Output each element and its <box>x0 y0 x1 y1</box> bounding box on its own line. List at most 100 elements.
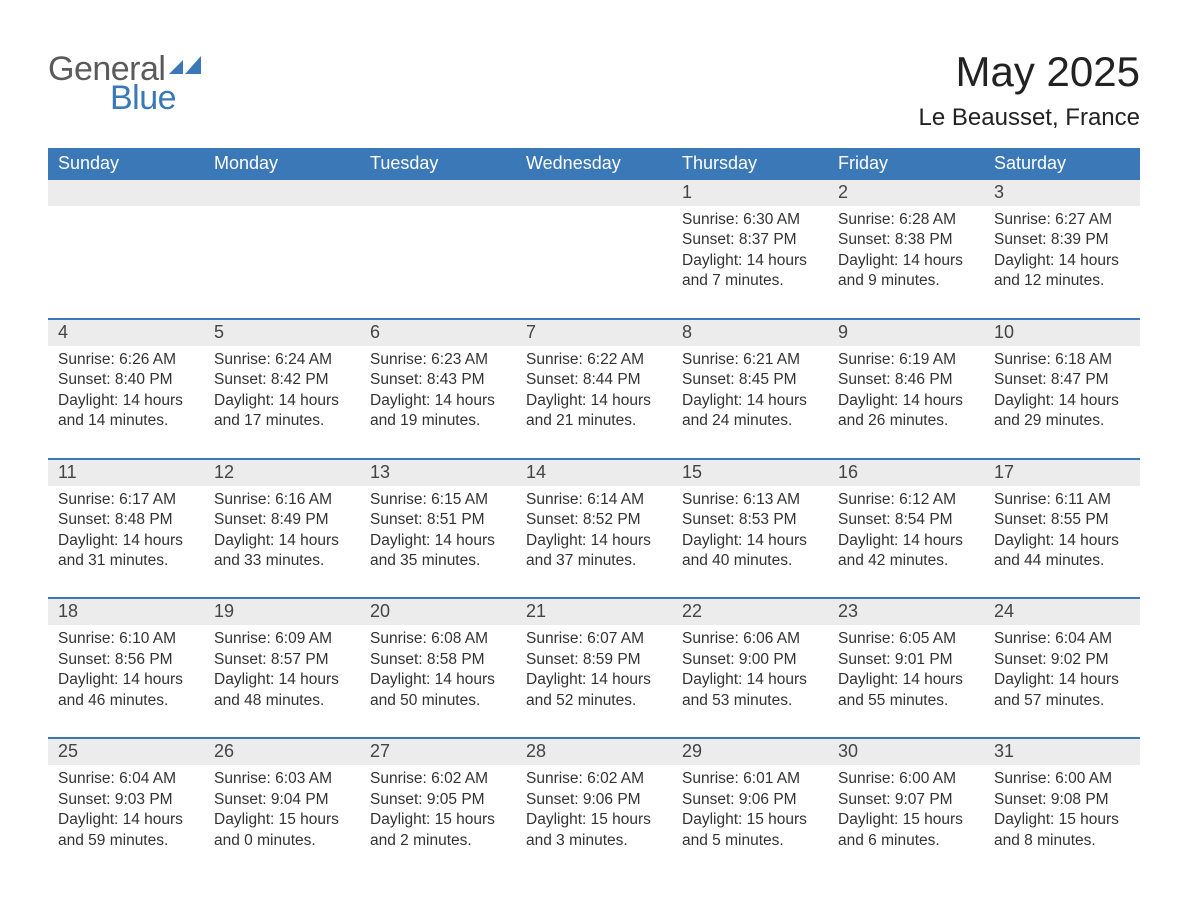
day-cell: Sunrise: 6:17 AMSunset: 8:48 PMDaylight:… <box>48 486 204 598</box>
sunset-text: Sunset: 8:58 PM <box>370 650 506 670</box>
sunset-text: Sunset: 8:42 PM <box>214 370 350 390</box>
sunset-text: Sunset: 8:45 PM <box>682 370 818 390</box>
sunrise-text: Sunrise: 6:28 AM <box>838 210 974 230</box>
day-cell: Sunrise: 6:08 AMSunset: 8:58 PMDaylight:… <box>360 625 516 737</box>
day-cell: Sunrise: 6:30 AMSunset: 8:37 PMDaylight:… <box>672 206 828 318</box>
day-cell: Sunrise: 6:24 AMSunset: 8:42 PMDaylight:… <box>204 346 360 458</box>
daylight-text: Daylight: 14 hours and 59 minutes. <box>58 810 194 851</box>
day-number: 18 <box>48 599 204 625</box>
sunrise-text: Sunrise: 6:17 AM <box>58 490 194 510</box>
day-number: 7 <box>516 320 672 346</box>
sunrise-text: Sunrise: 6:00 AM <box>994 769 1130 789</box>
sunrise-text: Sunrise: 6:06 AM <box>682 629 818 649</box>
sunrise-text: Sunrise: 6:00 AM <box>838 769 974 789</box>
daylight-text: Daylight: 14 hours and 7 minutes. <box>682 251 818 292</box>
week-content-row: Sunrise: 6:30 AMSunset: 8:37 PMDaylight:… <box>48 206 1140 318</box>
daylight-text: Daylight: 14 hours and 19 minutes. <box>370 391 506 432</box>
day-number: 14 <box>516 460 672 486</box>
sunrise-text: Sunrise: 6:26 AM <box>58 350 194 370</box>
daylight-text: Daylight: 14 hours and 55 minutes. <box>838 670 974 711</box>
daylight-text: Daylight: 15 hours and 2 minutes. <box>370 810 506 851</box>
day-number: 2 <box>828 180 984 206</box>
sunrise-text: Sunrise: 6:04 AM <box>58 769 194 789</box>
sunset-text: Sunset: 8:52 PM <box>526 510 662 530</box>
day-header: Thursday <box>672 148 828 180</box>
week-content-row: Sunrise: 6:10 AMSunset: 8:56 PMDaylight:… <box>48 625 1140 737</box>
logo-text-blue: Blue <box>110 79 203 118</box>
sunset-text: Sunset: 8:55 PM <box>994 510 1130 530</box>
day-cell: Sunrise: 6:18 AMSunset: 8:47 PMDaylight:… <box>984 346 1140 458</box>
day-cell: Sunrise: 6:03 AMSunset: 9:04 PMDaylight:… <box>204 765 360 861</box>
day-cell: Sunrise: 6:21 AMSunset: 8:45 PMDaylight:… <box>672 346 828 458</box>
day-number: 16 <box>828 460 984 486</box>
logo: General Blue <box>48 30 203 118</box>
daylight-text: Daylight: 14 hours and 35 minutes. <box>370 531 506 572</box>
day-cell: Sunrise: 6:28 AMSunset: 8:38 PMDaylight:… <box>828 206 984 318</box>
sunset-text: Sunset: 8:56 PM <box>58 650 194 670</box>
sunrise-text: Sunrise: 6:22 AM <box>526 350 662 370</box>
sunrise-text: Sunrise: 6:11 AM <box>994 490 1130 510</box>
daylight-text: Daylight: 14 hours and 12 minutes. <box>994 251 1130 292</box>
day-number: 25 <box>48 739 204 765</box>
sunset-text: Sunset: 8:38 PM <box>838 230 974 250</box>
day-number: 30 <box>828 739 984 765</box>
day-number: 12 <box>204 460 360 486</box>
day-number: 10 <box>984 320 1140 346</box>
sunset-text: Sunset: 9:02 PM <box>994 650 1130 670</box>
sunrise-text: Sunrise: 6:27 AM <box>994 210 1130 230</box>
day-cell <box>516 206 672 318</box>
day-cell: Sunrise: 6:13 AMSunset: 8:53 PMDaylight:… <box>672 486 828 598</box>
daylight-text: Daylight: 15 hours and 5 minutes. <box>682 810 818 851</box>
day-cell: Sunrise: 6:26 AMSunset: 8:40 PMDaylight:… <box>48 346 204 458</box>
sunset-text: Sunset: 8:43 PM <box>370 370 506 390</box>
day-number: 6 <box>360 320 516 346</box>
calendar: Sunday Monday Tuesday Wednesday Thursday… <box>48 148 1140 861</box>
sunset-text: Sunset: 8:39 PM <box>994 230 1130 250</box>
daylight-text: Daylight: 14 hours and 17 minutes. <box>214 391 350 432</box>
sunset-text: Sunset: 8:53 PM <box>682 510 818 530</box>
daylight-text: Daylight: 14 hours and 42 minutes. <box>838 531 974 572</box>
week-content-row: Sunrise: 6:17 AMSunset: 8:48 PMDaylight:… <box>48 486 1140 598</box>
day-cell: Sunrise: 6:04 AMSunset: 9:02 PMDaylight:… <box>984 625 1140 737</box>
day-cell <box>360 206 516 318</box>
day-number: 22 <box>672 599 828 625</box>
day-cell: Sunrise: 6:04 AMSunset: 9:03 PMDaylight:… <box>48 765 204 861</box>
sunrise-text: Sunrise: 6:02 AM <box>370 769 506 789</box>
day-header: Saturday <box>984 148 1140 180</box>
daynum-row: 18192021222324 <box>48 597 1140 625</box>
sunset-text: Sunset: 9:03 PM <box>58 790 194 810</box>
day-number: 5 <box>204 320 360 346</box>
day-cell: Sunrise: 6:11 AMSunset: 8:55 PMDaylight:… <box>984 486 1140 598</box>
sunset-text: Sunset: 8:49 PM <box>214 510 350 530</box>
sunrise-text: Sunrise: 6:13 AM <box>682 490 818 510</box>
sunset-text: Sunset: 8:54 PM <box>838 510 974 530</box>
sunset-text: Sunset: 9:06 PM <box>682 790 818 810</box>
day-cell: Sunrise: 6:16 AMSunset: 8:49 PMDaylight:… <box>204 486 360 598</box>
day-number: 21 <box>516 599 672 625</box>
sunrise-text: Sunrise: 6:15 AM <box>370 490 506 510</box>
sunset-text: Sunset: 8:37 PM <box>682 230 818 250</box>
day-number: 26 <box>204 739 360 765</box>
day-number: 3 <box>984 180 1140 206</box>
sunset-text: Sunset: 8:51 PM <box>370 510 506 530</box>
sunrise-text: Sunrise: 6:05 AM <box>838 629 974 649</box>
day-cell: Sunrise: 6:19 AMSunset: 8:46 PMDaylight:… <box>828 346 984 458</box>
weeks-container: 12 3 Sunrise: 6:30 AMSunset: 8:37 PMDaylig… <box>48 180 1140 861</box>
title-block: May 2025 Le Beausset, France <box>919 30 1140 144</box>
daylight-text: Daylight: 14 hours and 21 minutes. <box>526 391 662 432</box>
sunrise-text: Sunrise: 6:23 AM <box>370 350 506 370</box>
daylight-text: Daylight: 14 hours and 40 minutes. <box>682 531 818 572</box>
day-number: 28 <box>516 739 672 765</box>
day-cell: Sunrise: 6:14 AMSunset: 8:52 PMDaylight:… <box>516 486 672 598</box>
month-title: May 2025 <box>919 48 1140 96</box>
day-cell: Sunrise: 6:12 AMSunset: 8:54 PMDaylight:… <box>828 486 984 598</box>
day-cell <box>48 206 204 318</box>
sunrise-text: Sunrise: 6:14 AM <box>526 490 662 510</box>
daylight-text: Daylight: 14 hours and 26 minutes. <box>838 391 974 432</box>
day-cell: Sunrise: 6:06 AMSunset: 9:00 PMDaylight:… <box>672 625 828 737</box>
day-number: 31 <box>984 739 1140 765</box>
day-header-row: Sunday Monday Tuesday Wednesday Thursday… <box>48 148 1140 180</box>
day-header: Monday <box>204 148 360 180</box>
day-number: 4 <box>48 320 204 346</box>
daylight-text: Daylight: 14 hours and 9 minutes. <box>838 251 974 292</box>
